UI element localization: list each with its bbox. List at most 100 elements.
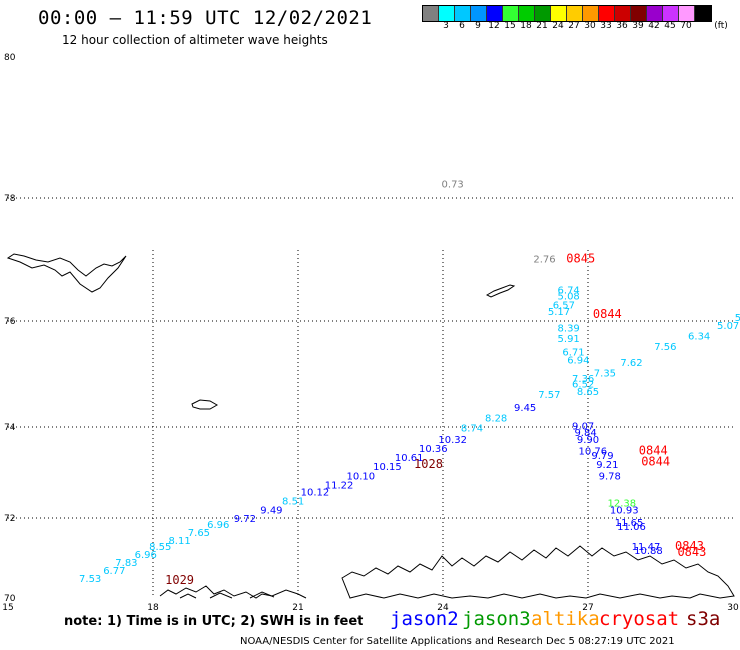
latitude-label: 70 bbox=[4, 594, 16, 604]
colorbar-swatch bbox=[439, 6, 455, 21]
swh-value-label: 9.45 bbox=[514, 403, 536, 414]
longitude-label: 15 bbox=[2, 603, 13, 613]
colorbar-swatch bbox=[551, 6, 567, 21]
swh-value-label: 5.9 bbox=[735, 313, 740, 324]
swh-value-label: 7.83 bbox=[115, 558, 137, 569]
swh-value-label: 9.07 bbox=[572, 421, 594, 432]
swh-value-label: 5.17 bbox=[548, 307, 570, 318]
swh-value-label: 6.57 bbox=[553, 301, 575, 312]
colorbar-tick-label: 9 bbox=[475, 21, 481, 31]
swh-value-label: 10.93 bbox=[610, 505, 639, 516]
swh-value-label: 8.28 bbox=[485, 414, 507, 425]
swh-value-label: 6.34 bbox=[688, 332, 710, 343]
swh-value-label: 6.96 bbox=[207, 520, 229, 531]
colorbar-swatch bbox=[615, 6, 631, 21]
wave-height-colorbar bbox=[422, 5, 712, 22]
swh-value-label: 9.90 bbox=[577, 435, 599, 446]
coastline-outline bbox=[191, 399, 219, 410]
colorbar-tick-label: 36 bbox=[616, 21, 628, 31]
swh-value-label: 10.15 bbox=[373, 462, 402, 473]
swh-value-label: 7.57 bbox=[538, 390, 560, 401]
swh-value-label: 8.39 bbox=[558, 324, 580, 335]
colorbar-tick-label: 12 bbox=[488, 21, 500, 31]
colorbar-tick-label: 21 bbox=[536, 21, 548, 31]
swh-value-label: 8.65 bbox=[577, 387, 599, 398]
swh-value-label: 7.56 bbox=[654, 342, 676, 353]
legend-cryosat: cryosat bbox=[599, 608, 680, 630]
colorbar-tick-label: 70 bbox=[680, 21, 692, 31]
colorbar-swatch bbox=[455, 6, 471, 21]
pass-time-label: 0843 bbox=[675, 539, 704, 553]
latitude-label: 78 bbox=[4, 194, 16, 204]
longitude-label: 24 bbox=[437, 603, 449, 613]
coastline-outline bbox=[485, 284, 516, 298]
swh-value-label: 7.36 bbox=[572, 374, 594, 385]
colorbar-tick-label: 33 bbox=[600, 21, 612, 31]
colorbar-swatch bbox=[599, 6, 615, 21]
colorbar-swatch bbox=[471, 6, 487, 21]
swh-value-label: 9.84 bbox=[574, 428, 596, 439]
swh-value-label: 10.32 bbox=[438, 435, 467, 446]
colorbar-unit: (ft) bbox=[714, 21, 728, 31]
pass-time-label: 0843 bbox=[677, 545, 706, 559]
swh-value-label: 10.36 bbox=[419, 444, 448, 455]
swh-value-label: 5.07 bbox=[717, 321, 739, 332]
pass-time-label: 0844 bbox=[641, 455, 670, 469]
latitude-label: 74 bbox=[4, 423, 16, 433]
latitude-label: 76 bbox=[4, 317, 16, 327]
coastline-outline bbox=[179, 591, 275, 599]
page-subtitle: 12 hour collection of altimeter wave hei… bbox=[62, 33, 328, 47]
swh-value-label: 8.11 bbox=[168, 536, 190, 547]
colorbar-labels: 3 6 9 12 15 18 21 24 27 30 33 36 39 42 45 70 (ft) bbox=[422, 21, 732, 31]
swh-value-label: 7.35 bbox=[594, 369, 616, 380]
legend-s3a: s3a bbox=[686, 608, 721, 630]
colorbar-tick-label: 39 bbox=[632, 21, 644, 31]
colorbar-tick-label: 30 bbox=[584, 21, 596, 31]
longitude-label: 21 bbox=[292, 603, 303, 613]
pass-time-label: 1028 bbox=[414, 457, 443, 471]
longitude-label: 18 bbox=[147, 603, 159, 613]
swh-value-label: 8.55 bbox=[149, 542, 171, 553]
swh-value-label: 9.49 bbox=[260, 505, 282, 516]
swh-value-label: 6.52 bbox=[572, 379, 594, 390]
legend-jason2: jason2 bbox=[390, 608, 459, 630]
swh-value-label: 9.21 bbox=[596, 460, 618, 471]
legend-jason3: jason3 bbox=[462, 608, 531, 630]
colorbar-swatch bbox=[567, 6, 583, 21]
swh-value-label: 10.12 bbox=[301, 487, 330, 498]
swh-value-label: 6.77 bbox=[103, 566, 125, 577]
swh-value-label: 10.61 bbox=[395, 453, 424, 464]
swh-value-label: 11.65 bbox=[615, 518, 644, 529]
pass-time-label: 0845 bbox=[566, 252, 595, 266]
swh-value-label: 10.10 bbox=[347, 471, 376, 482]
legend-altika: altika bbox=[531, 608, 600, 630]
colorbar-swatch bbox=[583, 6, 599, 21]
colorbar-tick-label: 3 bbox=[443, 21, 449, 31]
latitude-label: 72 bbox=[4, 514, 15, 524]
coastline-outline bbox=[159, 585, 307, 599]
colorbar-tick-label: 27 bbox=[568, 21, 580, 31]
pass-time-label: 0844 bbox=[639, 443, 668, 457]
swh-value-label: 11.06 bbox=[617, 522, 646, 533]
swh-value-label: 10.76 bbox=[579, 446, 608, 457]
swh-value-label: 12.38 bbox=[608, 499, 637, 510]
swh-value-label: 9.78 bbox=[599, 471, 621, 482]
pass-time-label: 1029 bbox=[165, 573, 194, 587]
swh-value-label: 6.94 bbox=[567, 355, 589, 366]
coastline-outline bbox=[6, 253, 127, 293]
colorbar-swatch bbox=[695, 6, 711, 21]
swh-value-label: 7.65 bbox=[188, 528, 210, 539]
colorbar-tick-label: 6 bbox=[459, 21, 465, 31]
colorbar-swatch bbox=[487, 6, 503, 21]
colorbar-swatch bbox=[647, 6, 663, 21]
coastline-outline bbox=[341, 545, 735, 599]
swh-value-label: 5.91 bbox=[558, 334, 580, 345]
colorbar-tick-label: 45 bbox=[664, 21, 676, 31]
swh-value-label: 7.62 bbox=[620, 358, 642, 369]
colorbar-swatch bbox=[663, 6, 679, 21]
colorbar-swatch bbox=[535, 6, 551, 21]
pass-time-label: 0844 bbox=[593, 307, 622, 321]
footer-note: note: 1) Time is in UTC; 2) SWH is in fe… bbox=[64, 614, 364, 629]
swh-value-label: 2.76 bbox=[533, 255, 555, 266]
